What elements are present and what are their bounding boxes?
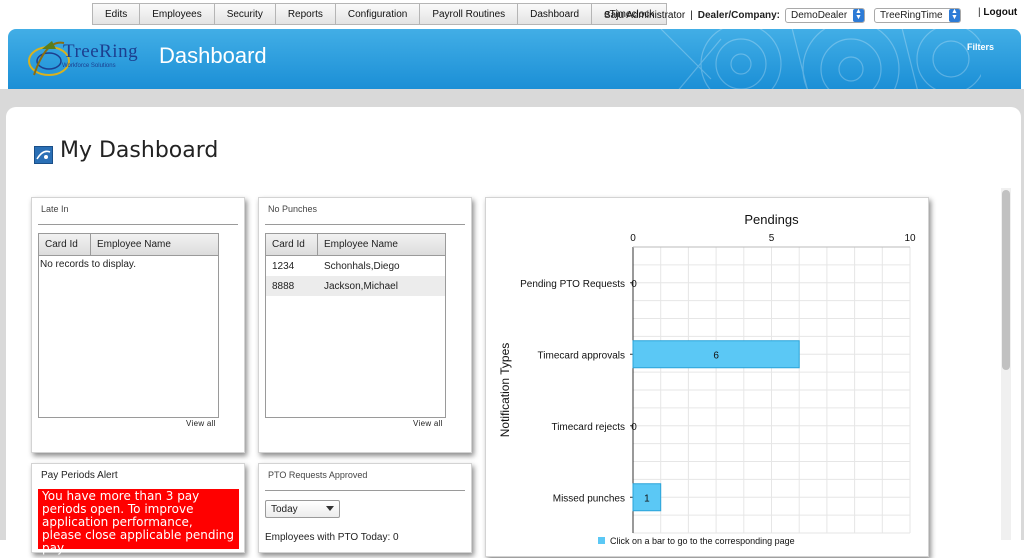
menu-security[interactable]: Security <box>214 3 276 25</box>
page-title: My Dashboard <box>60 138 219 163</box>
view-all-link[interactable]: View all <box>413 419 443 428</box>
view-all-link[interactable]: View all <box>186 419 216 428</box>
menu-edits[interactable]: Edits <box>92 3 141 25</box>
legend-text: Click on a bar to go to the correspondin… <box>610 536 795 546</box>
user-name: Saju Administrator <box>604 9 686 21</box>
separator: | <box>978 7 981 18</box>
column-header-employee-name[interactable]: Employee Name <box>324 239 398 250</box>
logo-subtitle: Workforce Solutions <box>62 63 116 69</box>
column-header-card-id[interactable]: Card Id <box>266 234 318 255</box>
bar[interactable] <box>632 340 800 369</box>
pto-count-text: Employees with PTO Today: 0 <box>265 532 399 543</box>
legend-swatch <box>598 537 605 544</box>
header-title: Dashboard <box>159 43 267 68</box>
pto-requests-approved-widget: PTO Requests Approved Today Employees wi… <box>258 463 472 553</box>
scrollbar-thumb[interactable] <box>1002 190 1010 370</box>
logout-link[interactable]: Logout <box>983 7 1018 18</box>
divider <box>265 490 465 491</box>
category-label: Timecard rejects <box>551 422 625 433</box>
chart-title: Pendings <box>744 212 799 227</box>
late-in-grid: Card Id Employee Name No records to disp… <box>38 233 219 418</box>
main-menu: Edits Employees Security Reports Configu… <box>92 3 668 25</box>
dealer-select[interactable]: DemoDealer ▲ ▼ <box>785 7 866 23</box>
logo-text: TreeRing <box>63 41 139 62</box>
menu-configuration[interactable]: Configuration <box>335 3 421 25</box>
dealer-select-value: DemoDealer <box>791 9 848 21</box>
top-bar: Edits Employees Security Reports Configu… <box>0 0 1024 28</box>
employee-name-cell: Schonhals,Diego <box>324 260 400 272</box>
widget-title: Pay Periods Alert <box>41 470 118 481</box>
card-id-cell: 8888 <box>272 280 295 292</box>
menu-etimeclock[interactable]: eTimeclock <box>592 3 668 25</box>
bar-value-label: 1 <box>644 493 650 504</box>
column-header-employee-name[interactable]: Employee Name <box>97 239 171 250</box>
logout-area: | Logout <box>978 7 1017 18</box>
table-row[interactable]: 8888 Jackson,Michael <box>266 276 445 296</box>
pay-periods-alert-message: You have more than 3 pay periods open. T… <box>38 489 239 555</box>
menu-employees[interactable]: Employees <box>140 3 215 25</box>
grid-header: Card Id Employee Name <box>266 234 445 256</box>
grid-header: Card Id Employee Name <box>39 234 218 256</box>
select-arrows-icon: ▲ ▼ <box>949 8 961 22</box>
widget-title: Late In <box>41 204 69 214</box>
header-banner: TreeRing Workforce Solutions Dashboard F… <box>8 29 1021 89</box>
dashboard-icon <box>34 146 53 164</box>
column-header-card-id[interactable]: Card Id <box>39 234 91 255</box>
separator: | <box>690 9 693 21</box>
category-label: Missed punches <box>553 493 625 504</box>
menu-dashboard[interactable]: Dashboard <box>518 3 593 25</box>
pto-period-select[interactable]: Today <box>265 500 340 518</box>
user-area: Saju Administrator | Dealer/Company: Dem… <box>604 7 962 23</box>
employee-name-cell: Jackson,Michael <box>324 280 398 292</box>
pto-period-select-value: Today <box>271 503 298 515</box>
filters-link[interactable]: Filters <box>967 42 995 52</box>
widget-title: No Punches <box>268 204 318 214</box>
menu-payroll-routines[interactable]: Payroll Routines <box>420 3 519 25</box>
bar[interactable] <box>632 483 662 512</box>
bar-value-label: 0 <box>631 422 637 433</box>
no-punches-widget: No Punches Card Id Employee Name 1234 Sc… <box>258 197 472 453</box>
pay-periods-alert-widget: Pay Periods Alert You have more than 3 p… <box>31 463 245 555</box>
dealer-company-label: Dealer/Company: <box>697 9 781 21</box>
pendings-chart-widget: Pendings 0 5 10 Notification Types Pending PT… <box>485 197 929 557</box>
late-in-widget: Late In Card Id Employee Name No records… <box>31 197 245 453</box>
table-row[interactable]: 1234 Schonhals,Diego <box>266 256 445 276</box>
bar-value-label: 0 <box>631 279 637 290</box>
x-tick-label: 0 <box>630 233 636 244</box>
company-select[interactable]: TreeRingTime ▲ ▼ <box>874 7 962 23</box>
select-arrows-icon: ▲ ▼ <box>853 8 865 22</box>
card-id-cell: 1234 <box>272 260 295 272</box>
y-axis-label: Notification Types <box>498 343 512 438</box>
widget-title: PTO Requests Approved <box>268 470 368 480</box>
category-label: Pending PTO Requests <box>520 279 625 290</box>
category-label: Timecard approvals <box>538 350 625 361</box>
gear-decoration-icon <box>660 29 981 89</box>
company-select-value: TreeRingTime <box>880 9 943 21</box>
menu-reports[interactable]: Reports <box>275 3 336 25</box>
no-punches-grid: Card Id Employee Name 1234 Schonhals,Die… <box>265 233 446 418</box>
divider <box>38 224 238 225</box>
divider <box>265 224 465 225</box>
treering-logo-icon <box>28 41 70 76</box>
x-tick-label: 5 <box>769 233 775 244</box>
chevron-down-icon <box>326 506 334 511</box>
x-tick-label: 10 <box>904 233 916 244</box>
empty-message: No records to display. <box>40 259 136 270</box>
bar-value-label: 6 <box>713 350 719 361</box>
